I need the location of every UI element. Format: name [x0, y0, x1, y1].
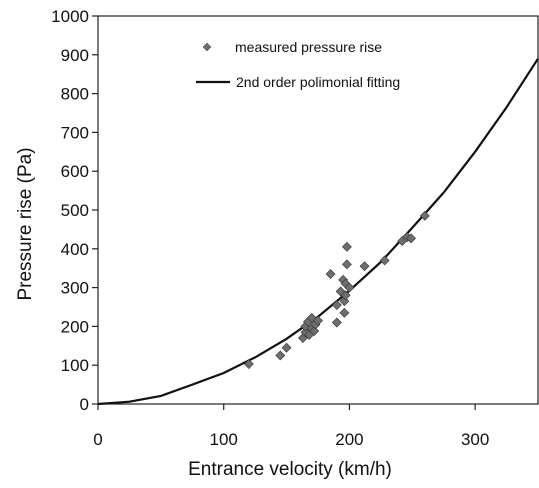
- y-tick-label: 600: [61, 162, 89, 181]
- data-point: [300, 327, 311, 338]
- x-axis-title: Entrance velocity (km/h): [188, 459, 392, 480]
- data-point: [340, 290, 351, 301]
- data-point: [325, 269, 336, 279]
- y-tick-label: 400: [61, 240, 89, 259]
- x-tick-label: 0: [93, 430, 102, 449]
- y-axis-title: Pressure rise (Pa): [15, 147, 36, 300]
- y-tick-label: 500: [61, 201, 89, 220]
- data-point: [335, 286, 346, 297]
- x-tick-label: 300: [461, 430, 489, 449]
- data-point: [309, 326, 320, 336]
- legend-marker-measured: [202, 42, 212, 52]
- data-point: [339, 307, 350, 318]
- data-point: [379, 255, 390, 266]
- data-point: [341, 259, 352, 270]
- y-tick-label: 300: [61, 279, 89, 298]
- data-point: [243, 359, 254, 369]
- data-point: [275, 350, 286, 361]
- y-tick-label: 800: [61, 85, 89, 104]
- data-point: [331, 317, 342, 328]
- data-point: [406, 233, 416, 244]
- legend: measured pressure rise 2nd order polimon…: [196, 39, 400, 90]
- y-tick-label: 100: [61, 356, 89, 375]
- data-point: [331, 300, 342, 310]
- y-tick-label: 1000: [51, 7, 89, 26]
- legend-label-measured: measured pressure rise: [235, 39, 382, 55]
- y-tick-label: 700: [61, 123, 89, 142]
- y-tick-label: 200: [61, 317, 89, 336]
- legend-label-fit: 2nd order polimonial fitting: [236, 74, 400, 90]
- y-tick-label: 0: [80, 395, 89, 414]
- x-tick-label: 200: [335, 430, 363, 449]
- data-point: [359, 261, 370, 272]
- data-point: [341, 241, 352, 252]
- data-point: [419, 210, 430, 221]
- fit-curve-line: [97, 58, 539, 406]
- data-point: [344, 282, 355, 293]
- data-point: [313, 315, 323, 326]
- y-tick-label: 900: [61, 46, 89, 65]
- data-point: [281, 342, 292, 353]
- x-tick-label: 100: [210, 430, 238, 449]
